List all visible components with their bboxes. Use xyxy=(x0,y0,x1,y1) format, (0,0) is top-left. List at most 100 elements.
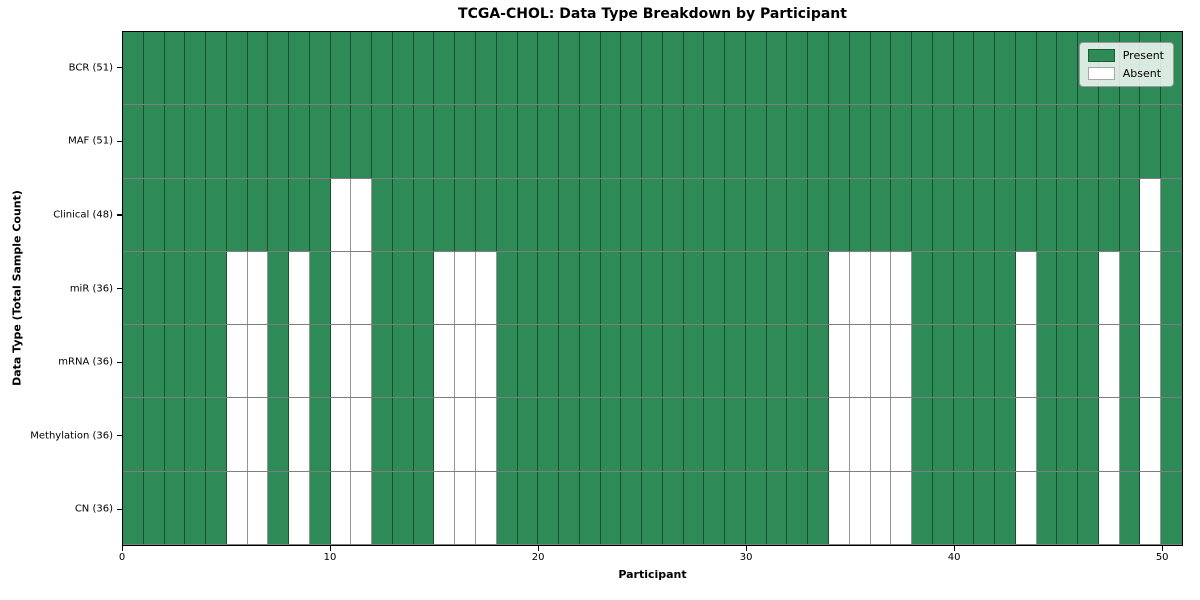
heatmap-cell xyxy=(849,178,871,251)
x-axis-tick-label: 20 xyxy=(531,552,545,563)
heatmap-cell xyxy=(912,325,933,398)
heatmap-cell xyxy=(808,251,829,325)
heatmap-cell xyxy=(185,325,207,398)
heatmap-cell xyxy=(434,471,456,544)
heatmap-cell xyxy=(600,178,622,251)
heatmap-cell xyxy=(309,325,331,398)
heatmap-cell xyxy=(517,471,539,544)
heatmap-cell xyxy=(289,105,310,178)
heatmap-cell xyxy=(662,325,684,398)
heatmap-cell xyxy=(206,325,227,398)
heatmap-cell xyxy=(932,471,954,544)
heatmap-cell xyxy=(455,178,476,251)
heatmap-cell xyxy=(579,471,601,544)
heatmap-cell xyxy=(808,325,829,398)
heatmap-cell xyxy=(995,471,1016,544)
heatmap-row-Clinical xyxy=(123,178,1182,252)
heatmap-cell xyxy=(953,32,975,105)
heatmap-cell xyxy=(725,325,746,398)
heatmap-cell xyxy=(496,32,518,105)
heatmap-cell xyxy=(351,325,373,398)
heatmap-cell xyxy=(953,178,975,251)
legend: Present Absent xyxy=(1078,42,1174,87)
heatmap-cell xyxy=(683,325,705,398)
x-tick-mark xyxy=(121,546,123,551)
heatmap-cell xyxy=(683,178,705,251)
heatmap-cell xyxy=(1098,105,1120,178)
x-axis-tick-label: 40 xyxy=(947,552,961,563)
heatmap-cell xyxy=(766,32,788,105)
heatmap-cell xyxy=(745,178,767,251)
heatmap-cell xyxy=(766,178,788,251)
heatmap-cell xyxy=(143,398,165,471)
heatmap-cell xyxy=(351,471,373,544)
heatmap-cell xyxy=(496,178,518,251)
heatmap-cell xyxy=(226,325,248,398)
heatmap-cell xyxy=(995,325,1016,398)
heatmap-cell xyxy=(496,325,518,398)
heatmap-cell xyxy=(268,178,290,251)
heatmap-cell xyxy=(787,105,809,178)
heatmap-cell xyxy=(1078,471,1099,544)
heatmap-cell xyxy=(849,105,871,178)
heatmap-cell xyxy=(475,325,497,398)
heatmap-cell xyxy=(1119,105,1141,178)
heatmap-cell xyxy=(268,105,290,178)
legend-item-present: Present xyxy=(1087,49,1164,62)
x-tick-mark xyxy=(329,546,331,551)
heatmap-cell xyxy=(268,398,290,471)
heatmap-cell xyxy=(662,105,684,178)
heatmap-cell xyxy=(1015,398,1037,471)
heatmap-cell xyxy=(725,32,746,105)
x-tick-mark xyxy=(745,546,747,551)
heatmap-cell xyxy=(247,105,269,178)
heatmap-cell xyxy=(849,398,871,471)
heatmap-cell xyxy=(642,105,663,178)
heatmap-cell xyxy=(642,398,663,471)
heatmap-row-MAF xyxy=(123,105,1182,179)
heatmap-cell xyxy=(579,32,601,105)
heatmap-cell xyxy=(559,325,580,398)
heatmap-cell xyxy=(351,178,373,251)
heatmap-cell xyxy=(1057,398,1079,471)
heatmap-cell xyxy=(538,398,560,471)
heatmap-cell xyxy=(289,178,310,251)
heatmap-cell xyxy=(413,251,435,325)
legend-item-absent: Absent xyxy=(1087,67,1164,80)
heatmap-cell xyxy=(1098,251,1120,325)
heatmap-cell xyxy=(330,398,352,471)
heatmap-cell xyxy=(123,178,144,251)
heatmap-cell xyxy=(1036,325,1058,398)
heatmap-cell xyxy=(995,105,1016,178)
heatmap-cell xyxy=(538,178,560,251)
heatmap-cell xyxy=(828,325,850,398)
heatmap-cell xyxy=(662,178,684,251)
x-axis-tick-label: 0 xyxy=(118,552,126,563)
heatmap-cell xyxy=(1015,325,1037,398)
heatmap-cell xyxy=(351,251,373,325)
heatmap-cell xyxy=(808,398,829,471)
heatmap-cell xyxy=(247,398,269,471)
heatmap-cell xyxy=(600,398,622,471)
heatmap-cell xyxy=(1140,251,1162,325)
heatmap-cell xyxy=(662,251,684,325)
heatmap-cell xyxy=(621,398,643,471)
heatmap-cell xyxy=(953,105,975,178)
heatmap-cell xyxy=(309,471,331,544)
heatmap-cell xyxy=(538,325,560,398)
heatmap-cell xyxy=(1015,105,1037,178)
heatmap-cell xyxy=(247,32,269,105)
heatmap-cell xyxy=(123,325,144,398)
heatmap-cell xyxy=(912,105,933,178)
heatmap-cell xyxy=(206,178,227,251)
heatmap-cell xyxy=(974,32,996,105)
heatmap-cell xyxy=(413,471,435,544)
heatmap-cell xyxy=(828,398,850,471)
x-axis-label: Participant xyxy=(618,568,687,581)
heatmap-cell xyxy=(247,471,269,544)
heatmap-cell xyxy=(330,325,352,398)
heatmap-cell xyxy=(1078,178,1099,251)
heatmap-cell xyxy=(766,325,788,398)
heatmap-cell xyxy=(621,32,643,105)
absent-swatch-icon xyxy=(1087,67,1115,80)
